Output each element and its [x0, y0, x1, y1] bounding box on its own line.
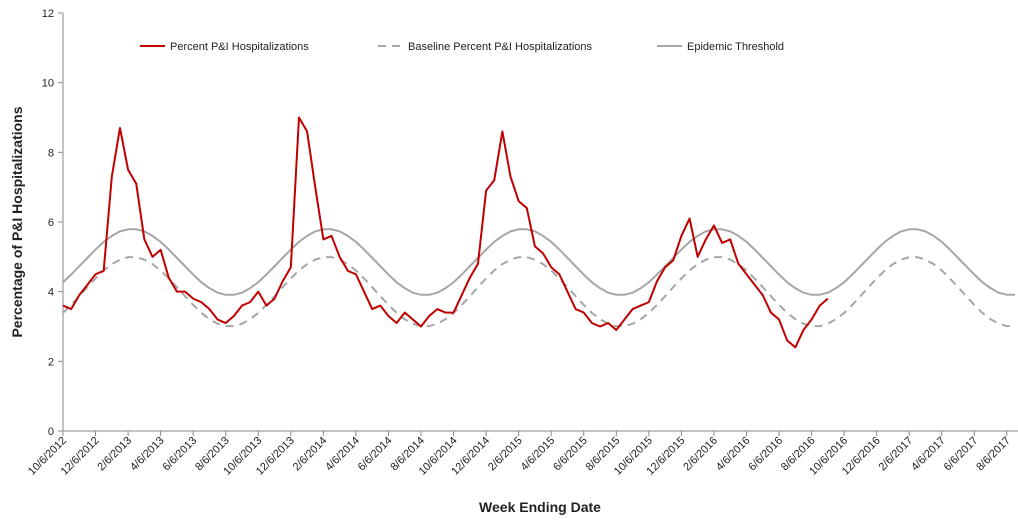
y-tick-label: 2	[48, 356, 54, 368]
x-tick-label: 2/6/2017	[877, 435, 916, 474]
legend-label: Epidemic Threshold	[687, 41, 784, 53]
x-tick-label: 4/6/2015	[519, 435, 558, 474]
y-axis-title: Percentage of P&I Hospitalizations	[9, 106, 25, 337]
x-tick-label: 8/6/2017	[974, 435, 1013, 474]
y-tick-label: 4	[48, 287, 54, 299]
y-tick-label: 0	[48, 426, 54, 438]
y-tick-label: 6	[48, 217, 54, 229]
series-line	[62, 228, 1015, 296]
x-tick-label: 4/6/2016	[714, 435, 753, 474]
x-tick-label: 2/6/2014	[291, 435, 330, 474]
x-tick-label: 4/6/2013	[128, 435, 167, 474]
x-tick-label: 2/6/2016	[681, 435, 720, 474]
x-tick-label: 6/6/2014	[356, 435, 395, 474]
legend-label: Baseline Percent P&I Hospitalizations	[408, 41, 593, 53]
legend-label: Percent P&I Hospitalizations	[170, 41, 309, 53]
x-tick-label: 2/6/2013	[95, 435, 134, 474]
y-tick-label: 10	[42, 78, 54, 90]
x-tick-label: 6/6/2015	[551, 435, 590, 474]
y-tick-label: 8	[48, 147, 54, 159]
x-axis-title: Week Ending Date	[479, 499, 601, 515]
y-tick-label: 12	[42, 8, 54, 20]
x-tick-label: 6/6/2016	[746, 435, 785, 474]
x-tick-label: 2/6/2015	[486, 435, 525, 474]
x-tick-label: 4/6/2014	[323, 435, 362, 474]
series-line	[62, 116, 829, 349]
x-tick-label: 6/6/2017	[942, 435, 981, 474]
x-tick-label: 4/6/2017	[909, 435, 948, 474]
x-tick-label: 6/6/2013	[161, 435, 200, 474]
series-line	[62, 256, 1015, 328]
